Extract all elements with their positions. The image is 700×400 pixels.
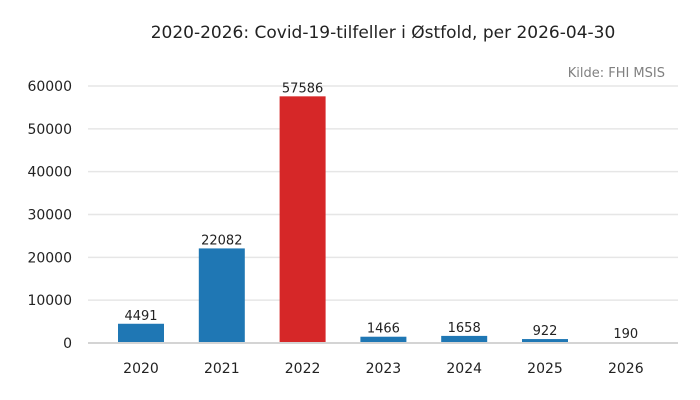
x-tick-label: 2021 [204,361,240,377]
x-tick-label: 2020 [123,361,159,377]
data-label-2024: 1658 [448,321,481,336]
x-tick-label: 2026 [608,361,644,377]
y-tick-label: 40000 [27,165,72,181]
data-label-2023: 1466 [367,322,400,337]
bar-2020 [118,323,164,343]
x-tick-label: 2025 [527,361,563,377]
x-tick-label: 2024 [446,361,482,377]
x-tick-label: 2023 [366,361,402,377]
data-label-2020: 4491 [124,309,157,324]
bars [118,96,649,343]
y-tick-label: 30000 [27,208,72,224]
bar-2024 [441,335,488,343]
data-label-2022: 57586 [282,81,323,96]
bar-2021 [198,248,245,343]
source-note: Kilde: FHI MSIS [568,66,665,81]
x-tick-label: 2022 [285,361,321,377]
y-tick-label: 0 [63,336,72,352]
data-labels: 4491 22082 57586 1466 1658 922 190 [124,81,638,342]
y-tick-label: 60000 [27,79,72,95]
chart-title: 2020-2026: Covid-19-tilfeller i Østfold,… [151,23,616,43]
bar-2025 [522,339,568,343]
bar-2022 [279,96,326,343]
bar-2023 [360,336,407,343]
y-tick-label: 10000 [27,293,72,309]
grid-layer [88,85,678,301]
y-tick-label: 20000 [27,250,72,266]
y-axis: 0 10000 20000 30000 40000 50000 60000 [27,79,72,352]
x-axis: 2020 2021 2022 2023 2024 2025 2026 [123,361,644,377]
y-tick-label: 50000 [27,122,72,138]
data-label-2021: 22082 [201,233,242,248]
data-label-2026: 190 [613,327,638,342]
data-label-2025: 922 [533,324,558,339]
